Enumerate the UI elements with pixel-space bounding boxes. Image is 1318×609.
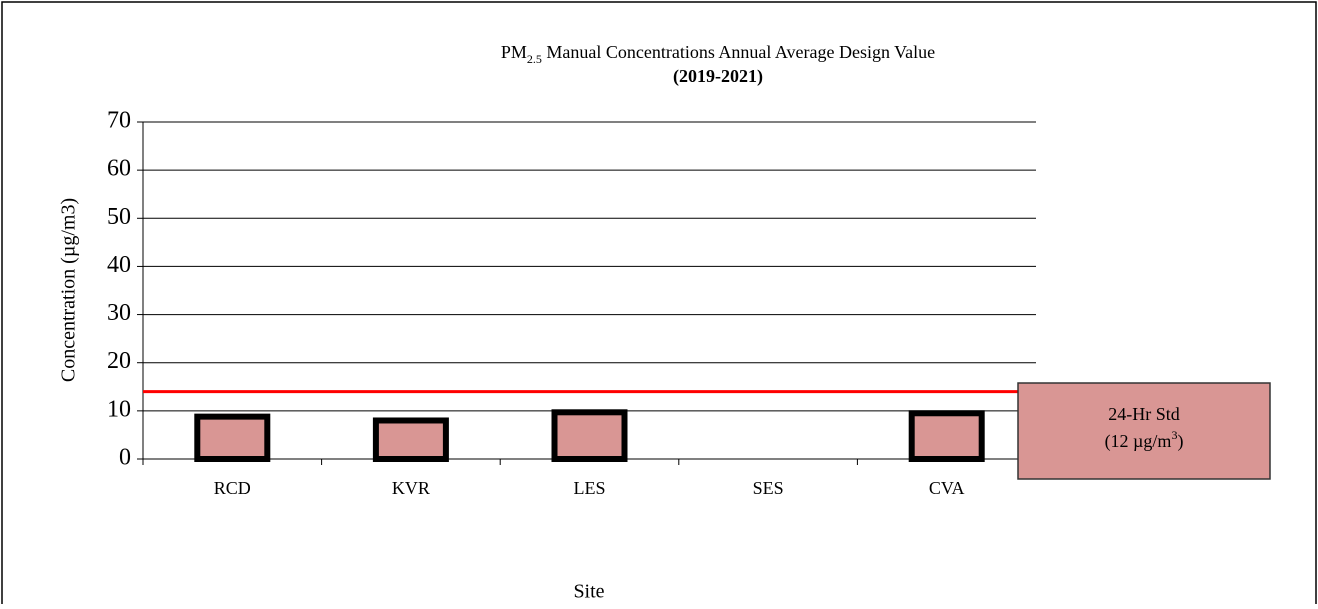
annotation-box [1017,382,1271,480]
y-tick-label: 0 [119,445,131,471]
y-tick-label: 50 [107,204,131,230]
x-tick-label: SES [753,478,784,498]
y-tick-label: 60 [107,156,131,182]
bar [551,409,628,462]
title-subscript: 2.5 [527,52,542,66]
x-tick-label: RCD [214,478,251,498]
bar [194,413,271,462]
x-tick-label: LES [573,478,605,498]
x-tick-label: KVR [392,478,430,498]
annotation-text: 24-Hr Std [1108,404,1180,424]
y-tick-label: 10 [107,396,131,422]
bar [908,410,985,462]
annotation-text: (12 µg/m3) [1105,428,1184,452]
annotation-part: ) [1177,431,1183,452]
x-axis-label: Site [573,581,604,603]
annotation-part: (12 µg/m [1105,431,1172,452]
y-axis-label: Concentration (µg/m3) [58,198,80,382]
title-part: PM [501,42,527,62]
x-tick-label: CVA [929,478,965,498]
chart-title: PM2.5 Manual Concentrations Annual Avera… [501,42,935,66]
title-part: Manual Concentrations Annual Average Des… [542,42,935,62]
chart-subtitle: (2019-2021) [673,66,763,87]
y-tick-label: 40 [107,252,131,278]
annotation-superscript: 3 [1171,428,1177,442]
y-tick-label: 70 [107,108,131,134]
bar [372,417,449,463]
y-tick-label: 20 [107,348,131,374]
y-tick-label: 30 [107,300,131,326]
